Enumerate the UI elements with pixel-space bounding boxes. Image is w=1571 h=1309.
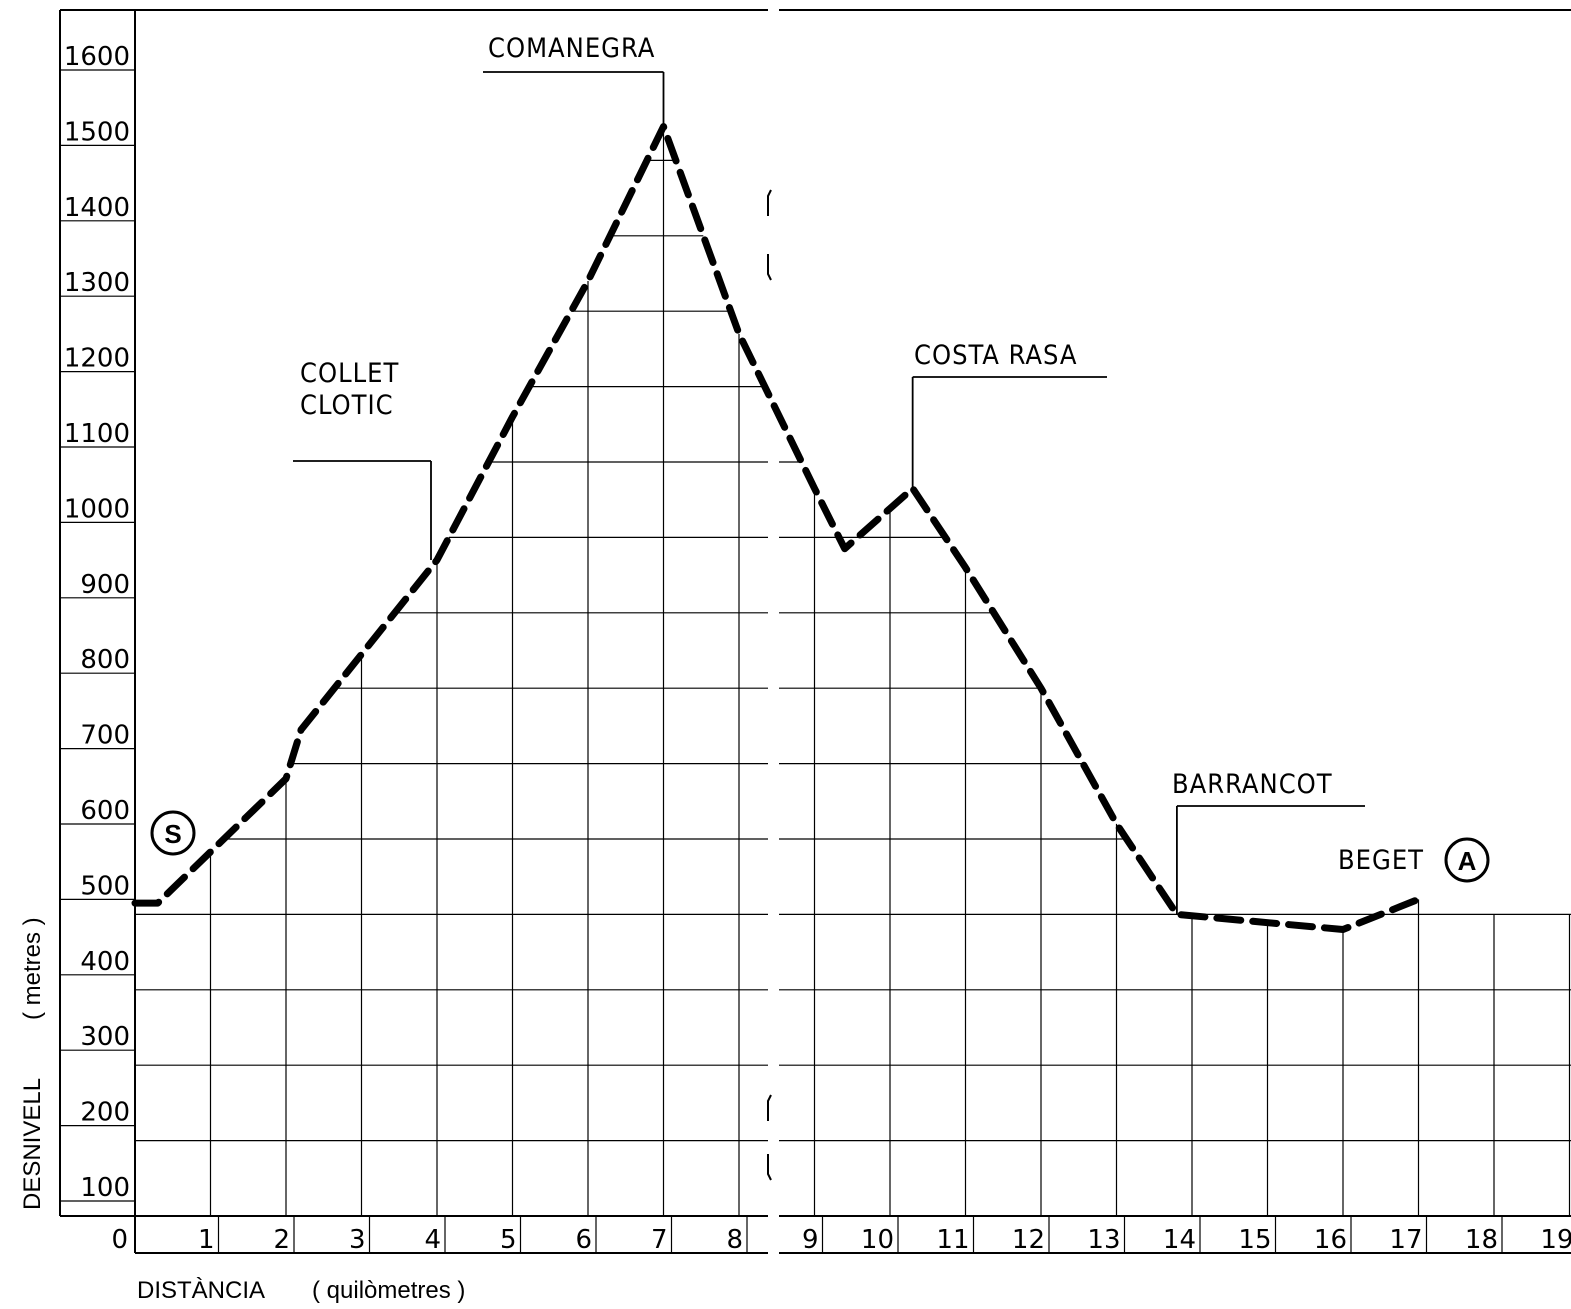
y-tick-label-1200: 1200	[64, 344, 130, 374]
x-tick-label-4: 4	[424, 1225, 441, 1255]
annotation-label-2-0: COSTA RASA	[914, 340, 1078, 371]
x-tick-label-10: 10	[861, 1225, 894, 1255]
marker-label-A: A	[1458, 846, 1477, 876]
y-tick-label-300: 300	[80, 1022, 130, 1052]
x-tick-label-11: 11	[936, 1225, 969, 1255]
x-tick-label-19: 19	[1540, 1225, 1571, 1255]
y-tick-label-1000: 1000	[64, 494, 130, 524]
x-tick-label-12: 12	[1012, 1225, 1045, 1255]
x-tick-label-17: 17	[1389, 1225, 1422, 1255]
y-tick-label-800: 800	[80, 645, 130, 675]
annotation-label-3-0: BARRANCOT	[1172, 769, 1333, 800]
annotation-leader-2	[911, 376, 1107, 489]
y-tick-label-200: 200	[80, 1098, 130, 1128]
marker-circle-S	[150, 810, 196, 856]
profile-series	[131, 123, 1422, 933]
y-tick-label-700: 700	[80, 721, 130, 751]
y-tick-label-1600: 1600	[64, 42, 130, 72]
x-axis-unit: ( quilòmetres )	[312, 1277, 465, 1304]
y-tick-label-1300: 1300	[64, 268, 130, 298]
axis-break-mark-0	[767, 189, 772, 281]
x-tick-label-9: 9	[802, 1225, 819, 1255]
axes	[59, 9, 1571, 1254]
y-tick-label-1400: 1400	[64, 193, 130, 223]
y-tick-label-500: 500	[80, 871, 130, 901]
x-tick-label-13: 13	[1087, 1225, 1120, 1255]
annotation-leader-3	[1176, 805, 1365, 915]
axis-break-mark-1	[767, 1094, 772, 1181]
x-tick-label-0: 0	[111, 1225, 128, 1255]
x-tick-label-15: 15	[1238, 1225, 1271, 1255]
y-tick-label-1100: 1100	[64, 419, 130, 449]
x-tick-label-7: 7	[651, 1225, 668, 1255]
annotation-label-1-0: COLLET	[300, 358, 399, 389]
annotation-leader-0	[483, 71, 665, 127]
x-tick-label-18: 18	[1465, 1225, 1498, 1255]
x-axis-title: DISTÀNCIA	[137, 1277, 265, 1304]
annotation-label-0-0: COMANEGRA	[488, 33, 655, 64]
x-tick-label-3: 3	[349, 1225, 366, 1255]
marker-circle-A	[1444, 837, 1490, 883]
x-tick-label-16: 16	[1314, 1225, 1347, 1255]
axis-break	[767, 0, 779, 1260]
x-tick-label-8: 8	[726, 1225, 743, 1255]
route-markers: SA	[150, 810, 1490, 883]
y-axis-unit: ( metres )	[19, 917, 46, 1020]
x-tick-label-2: 2	[273, 1225, 290, 1255]
y-tick-label-100: 100	[80, 1173, 130, 1203]
x-tick-label-5: 5	[500, 1225, 517, 1255]
x-tick-label-14: 14	[1163, 1225, 1196, 1255]
profile-line	[131, 123, 1422, 933]
annotation-label-4-0: BEGET	[1338, 845, 1424, 876]
y-tick-label-1500: 1500	[64, 117, 130, 147]
x-tick-label-1: 1	[198, 1225, 215, 1255]
tick-labels: 1002003004005006007008009001000110012001…	[64, 42, 1571, 1255]
marker-label-S: S	[164, 819, 181, 849]
y-axis-title: DESNIVELL	[19, 1078, 46, 1210]
y-tick-label-900: 900	[80, 570, 130, 600]
x-tick-label-6: 6	[575, 1225, 592, 1255]
annotation-label-1-1: CLOTIC	[300, 390, 394, 421]
y-tick-label-600: 600	[80, 796, 130, 826]
annotation-leader-1	[293, 460, 432, 561]
y-tick-label-400: 400	[80, 947, 130, 977]
axis-break-gap	[768, 0, 779, 1260]
